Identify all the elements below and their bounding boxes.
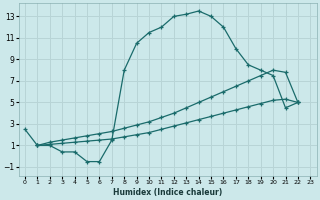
X-axis label: Humidex (Indice chaleur): Humidex (Indice chaleur) (113, 188, 222, 197)
